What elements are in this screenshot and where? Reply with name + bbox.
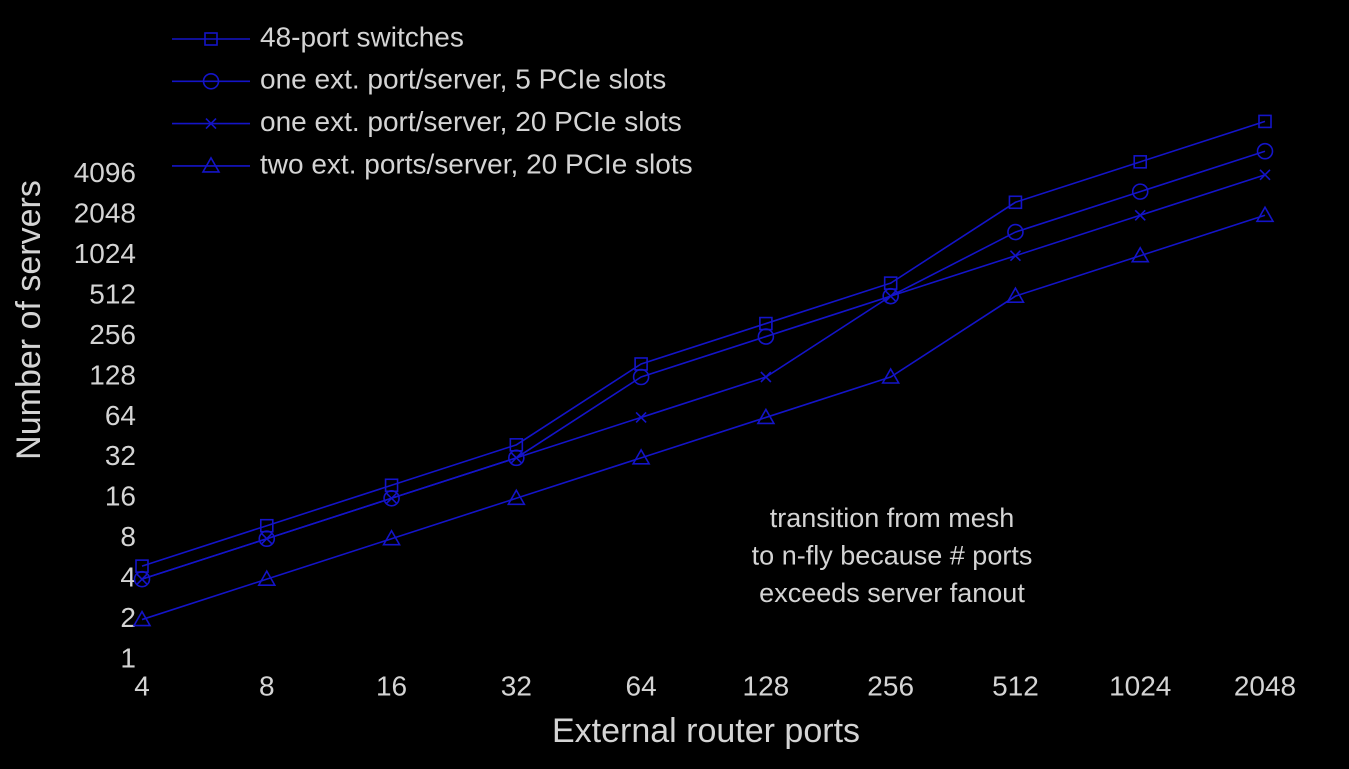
marker — [510, 452, 522, 464]
marker — [257, 569, 277, 586]
y-tick-label: 256 — [89, 319, 136, 350]
marker — [261, 533, 273, 545]
marker — [1130, 246, 1150, 263]
marker — [382, 529, 401, 546]
marker — [258, 530, 276, 548]
marker — [1006, 286, 1025, 303]
marker — [885, 290, 897, 302]
marker — [1256, 142, 1274, 160]
y-tick-label: 2048 — [74, 198, 136, 229]
marker — [631, 448, 651, 465]
y-tick-label: 4096 — [74, 157, 136, 188]
series-line — [141, 120, 1266, 567]
legend-marker — [204, 32, 218, 46]
marker — [383, 489, 400, 507]
legend-marker — [202, 73, 220, 90]
marker — [756, 407, 776, 425]
annotation: to n-fly because # ports — [752, 541, 1033, 571]
y-tick-label: 8 — [120, 521, 136, 552]
x-tick-label: 32 — [501, 670, 532, 701]
series-line — [141, 174, 1266, 580]
marker — [132, 609, 152, 627]
x-axis-title: External router ports — [552, 712, 860, 750]
x-tick-label: 8 — [259, 670, 275, 701]
legend-label: one ext. port/server, 20 PCIe slots — [260, 106, 682, 137]
annotation: exceeds server fanout — [759, 578, 1025, 608]
y-tick-label: 2 — [120, 602, 136, 633]
marker — [385, 492, 398, 504]
series-line — [141, 150, 1266, 580]
x-tick-label: 64 — [626, 670, 657, 701]
marker — [1258, 114, 1272, 129]
x-tick-label: 16 — [376, 670, 407, 701]
marker — [757, 328, 775, 345]
y-tick-label: 16 — [105, 481, 136, 512]
x-tick-label: 128 — [743, 670, 790, 701]
marker — [136, 573, 148, 585]
y-tick-label: 128 — [89, 359, 136, 390]
x-tick-label: 4 — [134, 670, 150, 701]
legend-marker — [205, 118, 217, 130]
x-tick-label: 1024 — [1109, 670, 1171, 701]
y-tick-label: 1024 — [74, 238, 136, 269]
marker — [1007, 223, 1024, 241]
marker — [1131, 183, 1149, 200]
x-tick-label: 512 — [992, 670, 1039, 701]
annotation: transition from mesh — [770, 503, 1015, 533]
marker — [508, 449, 525, 467]
marker — [1259, 169, 1271, 181]
legend-label: 48-port switches — [260, 21, 464, 52]
marker — [506, 488, 526, 506]
x-tick-label: 2048 — [1234, 670, 1296, 701]
marker — [1009, 250, 1022, 262]
marker — [882, 287, 899, 305]
legend-label: two ext. ports/server, 20 PCIe slots — [260, 148, 693, 179]
marker — [1134, 209, 1146, 221]
marker — [760, 371, 772, 383]
y-tick-label: 4 — [120, 562, 136, 593]
marker — [635, 411, 647, 423]
marker — [1255, 205, 1275, 223]
y-tick-label: 512 — [89, 279, 136, 310]
marker — [881, 367, 901, 384]
legend-label: one ext. port/server, 5 PCIe slots — [260, 64, 666, 95]
series-line — [141, 214, 1266, 621]
marker — [632, 368, 650, 386]
legend-marker — [201, 156, 221, 173]
y-tick-label: 64 — [105, 400, 136, 431]
marker — [133, 570, 151, 588]
y-axis-title: Number of servers — [10, 180, 48, 460]
y-tick-label: 1 — [120, 642, 136, 673]
marker — [1008, 195, 1023, 210]
x-tick-label: 256 — [867, 670, 914, 701]
marker — [1133, 155, 1148, 169]
y-tick-label: 32 — [105, 440, 136, 471]
